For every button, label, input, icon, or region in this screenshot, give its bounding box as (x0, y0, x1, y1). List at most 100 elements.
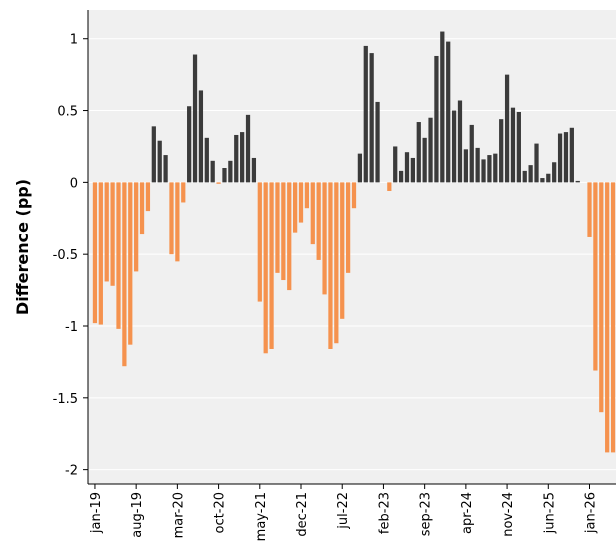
x-tick-label: apr-24 (460, 492, 475, 534)
bar (316, 182, 321, 260)
bar (122, 182, 127, 367)
bar (134, 182, 139, 272)
bar (416, 122, 421, 183)
x-tick-label: jun-25 (542, 492, 557, 534)
bar (293, 182, 298, 233)
bar (487, 155, 492, 183)
bar (451, 110, 457, 183)
bar (175, 182, 180, 262)
x-tick-label: feb-23 (377, 492, 392, 534)
bar (222, 168, 227, 183)
bar (251, 157, 257, 183)
y-tick-label: -1.5 (53, 392, 78, 407)
bar (522, 170, 527, 183)
bar (434, 55, 439, 183)
bar (516, 111, 521, 183)
bar (240, 132, 245, 183)
bar (116, 182, 121, 329)
bar (204, 137, 209, 183)
y-tick-label: 0 (70, 176, 78, 191)
bar (557, 133, 563, 183)
x-tick-label: sep-23 (419, 492, 434, 536)
x-tick-label: mar-20 (171, 492, 186, 538)
x-tick-label: nov-24 (501, 492, 516, 537)
y-axis-label: Difference (pp) (13, 179, 32, 315)
bar (181, 182, 186, 203)
bar (92, 182, 98, 324)
bar (275, 182, 280, 273)
bar (404, 152, 410, 183)
bar (245, 114, 251, 183)
bar (216, 182, 221, 184)
y-tick-label: 0.5 (57, 105, 78, 120)
y-tick-label: -2 (65, 464, 78, 479)
bar (599, 182, 604, 413)
bar (310, 182, 315, 245)
bar (145, 182, 151, 212)
x-tick-label: jan-26 (584, 492, 599, 534)
bar (157, 140, 162, 183)
y-tick-label: 1 (70, 33, 78, 48)
bar (587, 182, 592, 237)
bar (463, 149, 468, 183)
bar (334, 182, 339, 344)
bar (534, 143, 539, 183)
bar (563, 132, 569, 183)
bar (287, 182, 292, 291)
bar (446, 41, 451, 183)
bar (163, 155, 168, 183)
bar (263, 182, 268, 354)
bar (363, 45, 368, 183)
bar (428, 117, 433, 183)
y-tick-label: -1 (65, 320, 78, 335)
bar (499, 119, 504, 183)
bar (139, 182, 145, 235)
bar (257, 182, 262, 302)
x-tick-label: dec-21 (295, 492, 310, 537)
bar (128, 182, 133, 345)
bar (340, 182, 345, 319)
bar (110, 182, 115, 286)
bar (475, 147, 480, 183)
bar (328, 182, 333, 349)
bar (422, 137, 427, 183)
x-tick-label: jul-22 (336, 492, 351, 530)
bar (281, 182, 286, 281)
bar (546, 173, 551, 183)
bar (269, 182, 274, 349)
bar (605, 182, 610, 453)
bar (187, 106, 192, 183)
bar (610, 182, 616, 453)
x-tick-label: jan-19 (89, 492, 104, 534)
bar (198, 90, 204, 183)
x-tick-label: oct-20 (213, 492, 228, 533)
bar (104, 182, 109, 282)
bar (510, 107, 516, 183)
bar (322, 182, 327, 295)
bar (304, 182, 310, 209)
bar (228, 160, 233, 183)
bar (234, 134, 239, 183)
bar (298, 182, 304, 223)
bar (440, 31, 445, 183)
bar (375, 101, 380, 183)
bar (469, 124, 474, 183)
bar (98, 182, 103, 325)
bar (504, 74, 510, 183)
x-tick-label: aug-19 (130, 492, 145, 538)
bar (540, 178, 545, 183)
bar (398, 170, 404, 183)
bar (345, 182, 351, 273)
bar (169, 182, 174, 255)
bar (151, 126, 156, 183)
bar (593, 182, 598, 371)
bar (393, 146, 398, 183)
bar (457, 100, 463, 183)
bar (569, 127, 574, 183)
x-tick-label: may-21 (254, 492, 269, 541)
bar (357, 153, 363, 183)
bar (387, 182, 392, 191)
bar (493, 153, 498, 183)
bar (192, 54, 198, 183)
